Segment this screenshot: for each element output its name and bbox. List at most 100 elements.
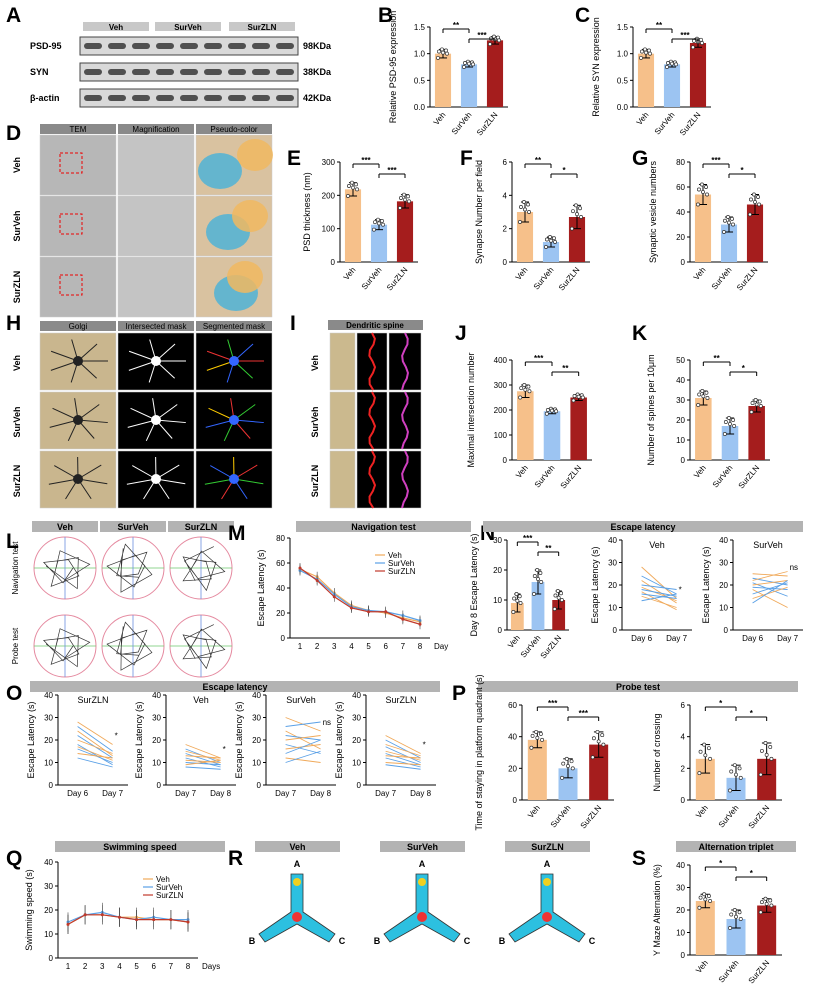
x-tick-label: Day 7: [375, 789, 396, 798]
data-point: [538, 731, 543, 736]
data-point: [445, 51, 449, 56]
data-point: [518, 395, 523, 400]
y-tick-label: 30: [152, 714, 161, 723]
data-point: [564, 756, 569, 761]
data-point: [569, 759, 574, 764]
bar-Veh: [637, 53, 655, 107]
bar-SurZLN: [757, 905, 777, 955]
chart-E: 0 100 200 300 Veh SurVeh SurZLN *** *** PSD thick…: [302, 156, 418, 292]
pair-line: [752, 573, 788, 577]
magnification-image: [117, 195, 195, 257]
data-point: [601, 742, 606, 747]
y-tick-label: 10: [44, 930, 53, 939]
x-tick-label: Day 6: [67, 789, 88, 798]
series-line-SurZLN: [299, 567, 421, 625]
pair-line: [641, 575, 677, 595]
y-axis-label: Relative SYN expression: [591, 17, 601, 117]
y-tick-label: 0: [681, 258, 686, 267]
dendrite-trace: [368, 332, 377, 391]
dendrite-trace: [368, 391, 377, 450]
panel-letter-K: K: [632, 322, 647, 345]
y-tick-label: 40: [719, 536, 728, 545]
panel-letter-P: P: [452, 682, 466, 705]
data-point: [552, 607, 557, 611]
y-tick-label: 40: [508, 733, 517, 742]
x-tick-label: SurZLN: [579, 803, 604, 830]
x-tick-label: SurVeh: [711, 464, 735, 490]
x-tick-label: 8: [186, 962, 191, 971]
pair-line: [77, 726, 113, 752]
data-point: [346, 194, 350, 198]
data-point: [534, 729, 539, 734]
data-point: [66, 922, 70, 926]
data-point: [519, 386, 524, 391]
column-header: [118, 321, 194, 331]
zoom-box: [59, 274, 83, 296]
y-tick-label: 60: [508, 701, 517, 710]
row-label: SurVeh: [12, 210, 22, 241]
sig-mark: **: [714, 354, 721, 363]
chart-title: SurZLN: [77, 695, 108, 705]
data-point: [566, 764, 570, 768]
data-point: [169, 918, 173, 922]
heatmap-hotspot: [417, 912, 427, 922]
data-point: [351, 185, 355, 190]
data-point: [701, 190, 705, 194]
column-header: [40, 124, 116, 134]
blot-band: [276, 43, 294, 49]
pair-line: [385, 744, 421, 757]
y-tick-label: 1.5: [414, 23, 426, 32]
sig-mark: ***: [361, 156, 371, 165]
chart-title: SurVeh: [753, 540, 783, 550]
data-point: [441, 50, 445, 55]
column-header: [168, 521, 234, 532]
column-header-text: Segmented mask: [203, 322, 266, 331]
y-tick-label: 0: [49, 781, 54, 790]
blot-band: [252, 43, 270, 49]
y-tick-label: 30: [44, 882, 53, 891]
sig-mark: ***: [534, 354, 544, 363]
y-axis-label: Synapse Number per field: [474, 160, 484, 264]
column-header: [40, 321, 116, 331]
data-point: [758, 910, 763, 915]
sig-mark: **: [545, 544, 552, 553]
pair-line: [185, 759, 221, 763]
y-tick-label: 0: [281, 634, 286, 643]
data-point: [523, 207, 527, 212]
data-point: [763, 741, 768, 745]
y-tick-label: 200: [494, 406, 508, 415]
blot-band: [108, 69, 126, 75]
panel-letter-D: D: [6, 122, 21, 145]
data-point: [560, 775, 565, 780]
x-tick-label: SurZLN: [539, 633, 564, 660]
data-point: [757, 399, 762, 404]
x-tick-label: Veh: [692, 266, 708, 282]
blot-band: [180, 43, 198, 49]
header-probe-test-text: Probe test: [616, 682, 660, 692]
header-swimming-speed: [55, 841, 225, 852]
lane-group-label: SurVeh: [174, 23, 202, 32]
sig-mark: *: [679, 586, 682, 595]
data-point: [519, 205, 523, 209]
data-point: [726, 215, 730, 219]
data-point: [722, 432, 727, 436]
column-header-text: Magnification: [132, 125, 179, 134]
y-axis-label: Number of spines per 10μm: [646, 354, 656, 465]
y-tick-label: 40: [352, 691, 361, 700]
y-tick-label: 100: [322, 225, 336, 234]
sig-mark: *: [740, 166, 744, 175]
x-tick-label: SurVeh: [653, 111, 677, 137]
swim-path: [42, 628, 91, 668]
data-point: [702, 892, 707, 897]
row-label: SurZLN: [12, 271, 22, 304]
data-point: [403, 197, 407, 202]
data-point: [406, 194, 410, 199]
pair-line: [641, 593, 677, 599]
pair-line: [285, 757, 321, 763]
pair-line: [385, 753, 421, 766]
y-tick-label: 20: [152, 736, 161, 745]
bar-SurVeh: [543, 411, 561, 460]
data-point: [332, 595, 336, 599]
chart-O4: 0 10 20 30 40 Day 7 Day 8 SurZLN * Escape Latency…: [334, 691, 436, 798]
